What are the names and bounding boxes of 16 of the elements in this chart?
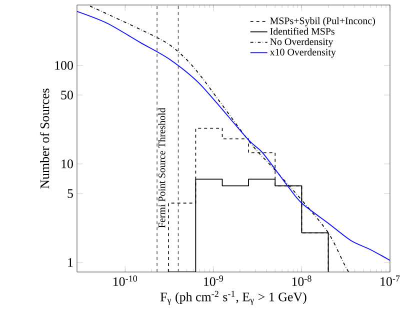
legend-label: Identified MSPs: [270, 28, 334, 35]
y-tick-label: 10: [62, 160, 73, 168]
x-tick-label: 10$^{-9}$: [204, 276, 224, 286]
legend-label: MSPs+Sybil (Pul+Inconc): [270, 17, 375, 26]
text: F$_{γ}$ (ph cm$^{-2}$ s$^{-1}$, E$_{γ}$ > 1 GeV): [160, 290, 306, 305]
legend-label: No Overdensity: [270, 38, 334, 48]
x-tick-label: 10$^{-7}$: [380, 276, 400, 286]
y-tick-label: 100: [55, 61, 73, 70]
ref-line-label: Fermi Point Source Threshold: [158, 108, 166, 228]
y-axis-title: Number of Sources: [40, 88, 50, 188]
legend-label: x10 Overdensity: [270, 48, 336, 58]
x-tick-label: 10$^{-8}$: [292, 276, 312, 286]
y-tick-label: 1: [68, 258, 73, 267]
x-tick-label: 10$^{-10}$: [113, 276, 138, 286]
y-tick-label: 5: [68, 189, 73, 198]
y-tick-label: 50: [61, 90, 73, 100]
